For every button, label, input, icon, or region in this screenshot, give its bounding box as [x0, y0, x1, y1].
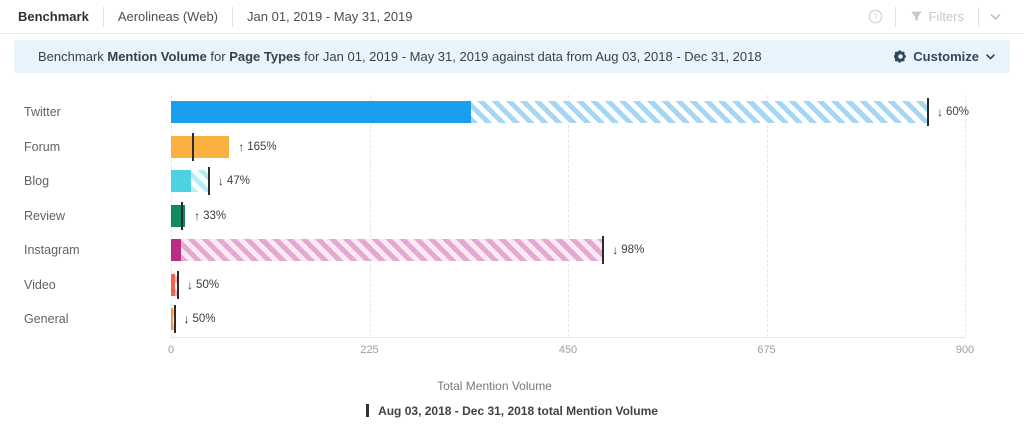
tab-benchmark[interactable]: Benchmark — [18, 9, 89, 24]
divider — [894, 6, 896, 27]
divider — [978, 6, 979, 27]
x-axis-title: Total Mention Volume — [437, 378, 552, 393]
benchmark-line-legend-marker — [366, 404, 370, 417]
benchmark-hatch-bar[interactable] — [191, 170, 209, 192]
benchmark-line — [177, 270, 180, 299]
gear-icon — [894, 50, 907, 63]
category-label: Review — [24, 208, 65, 223]
benchmark-line — [602, 236, 605, 264]
change-label: ↓ 50% — [183, 312, 216, 327]
source-selector[interactable]: Aerolineas (Web) — [117, 9, 219, 24]
arrow-down-icon: ↓ — [936, 105, 943, 120]
legend: Aug 03, 2018 - Dec 31, 2018 total Mentio… — [0, 404, 1024, 418]
customize-label: Customize — [913, 49, 979, 64]
banner-text: Benchmark Mention Volume for Page Types … — [38, 49, 762, 64]
current-bar[interactable] — [171, 273, 175, 296]
divider — [232, 6, 234, 27]
change-label: ↑ 33% — [194, 208, 227, 223]
arrow-down-icon: ↓ — [217, 174, 224, 189]
current-bar[interactable] — [171, 101, 471, 123]
arrow-down-icon: ↓ — [612, 243, 619, 258]
arrow-down-icon: ↓ — [183, 312, 190, 327]
arrow-down-icon: ↓ — [187, 277, 194, 292]
banner-metric: Mention Volume — [107, 49, 207, 64]
banner-dimension: Page Types — [229, 49, 301, 64]
arrow-up-icon: ↑ — [238, 139, 245, 154]
current-bar[interactable] — [171, 135, 230, 158]
gridline — [965, 95, 966, 337]
date-range-selector[interactable]: Jan 01, 2019 - May 31, 2019 — [247, 9, 413, 24]
bar-track: ↓ 98% — [171, 233, 965, 268]
svg-text:?: ? — [873, 12, 878, 21]
current-bar[interactable] — [171, 204, 186, 227]
filter-funnel-icon — [910, 11, 922, 21]
benchmark-hatch-bar[interactable] — [470, 101, 928, 123]
benchmark-hatch-bar[interactable] — [180, 239, 604, 261]
change-label: ↓ 98% — [612, 243, 645, 258]
category-label: Twitter — [24, 105, 61, 120]
category-label: Forum — [24, 139, 61, 154]
divider — [102, 6, 104, 27]
x-tick-label: 675 — [757, 343, 776, 356]
category-labels-column: Twitter Forum Blog Review Instagram Video Gene… — [24, 95, 171, 361]
benchmark-line — [926, 98, 929, 126]
customize-button[interactable]: Customize — [894, 49, 996, 64]
category-label: General — [24, 312, 69, 327]
bar-track: ↓ 50% — [171, 268, 965, 303]
plot-body: ↓ 60% ↑ 165% ↓ 47% ↑ 33% ↓ 98% ↓ 50% ↓ 50% — [171, 95, 969, 337]
current-bar[interactable] — [171, 170, 192, 192]
legend-label: Aug 03, 2018 - Dec 31, 2018 total Mentio… — [378, 403, 658, 418]
bar-track: ↓ 50% — [171, 302, 965, 337]
top-bar: Benchmark Aerolineas (Web) Jan 01, 2019 … — [0, 0, 1024, 34]
chevron-down-icon — [986, 54, 995, 60]
gridline — [766, 95, 768, 337]
gridline — [568, 95, 569, 337]
category-label: Blog — [24, 174, 50, 189]
change-label: ↓ 50% — [187, 277, 220, 292]
change-label: ↑ 165% — [238, 139, 277, 154]
gridline — [369, 95, 371, 337]
x-tick-label: 0 — [167, 343, 175, 356]
benchmark-line — [207, 167, 210, 195]
x-tick-label: 450 — [558, 343, 578, 356]
x-tick-label: 900 — [955, 343, 975, 356]
change-label: ↓ 60% — [936, 105, 969, 120]
filters-label: Filters — [928, 9, 964, 24]
bar-track: ↓ 60% — [171, 95, 969, 130]
benchmark-hatch-bar[interactable] — [174, 273, 179, 296]
benchmark-bar-chart: Twitter Forum Blog Review Instagram Video Gene… — [24, 95, 974, 393]
bar-track: ↑ 33% — [171, 199, 965, 234]
x-axis: 0 225 450 675 900 — [167, 336, 974, 361]
benchmark-line — [192, 132, 195, 161]
chevron-down-icon[interactable] — [979, 10, 1012, 23]
filters-button[interactable]: Filters — [896, 9, 978, 24]
current-bar[interactable] — [171, 239, 181, 261]
bar-track: ↑ 165% — [171, 130, 965, 165]
bar-track: ↓ 47% — [171, 164, 965, 199]
category-label: Video — [24, 277, 56, 292]
arrow-up-icon: ↑ — [194, 208, 201, 223]
category-label: Instagram — [24, 243, 80, 258]
current-bar[interactable] — [171, 308, 173, 330]
benchmark-summary-banner: Benchmark Mention Volume for Page Types … — [14, 40, 1010, 73]
change-label: ↓ 47% — [217, 174, 250, 189]
x-tick-label: 225 — [360, 343, 379, 356]
benchmark-line — [180, 201, 183, 230]
help-icon[interactable]: ? — [856, 9, 895, 24]
benchmark-line — [173, 305, 176, 333]
